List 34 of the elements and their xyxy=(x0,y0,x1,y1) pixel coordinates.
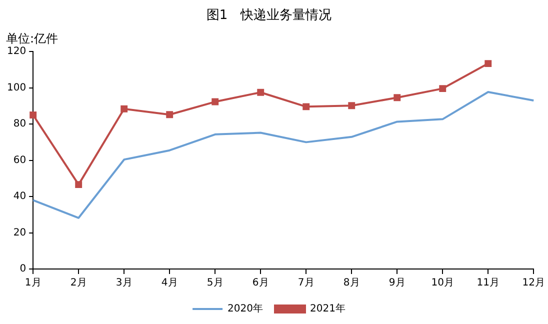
y-tick-label: 40 xyxy=(13,191,26,202)
y-tick-label: 60 xyxy=(13,154,26,166)
point xyxy=(484,60,492,68)
legend-label: 2020年 xyxy=(228,302,264,315)
y-tick-label: 120 xyxy=(6,46,26,58)
point xyxy=(302,103,310,110)
x-tick-label: 9月 xyxy=(388,278,406,289)
x-tick-label: 12月 xyxy=(522,278,546,289)
x-tick-label: 1月 xyxy=(24,278,42,289)
x-tick-label: 7月 xyxy=(298,278,314,289)
x-tick-label: 10月 xyxy=(431,278,454,289)
y-tick-label: 100 xyxy=(6,82,26,94)
point xyxy=(257,88,264,96)
x-tick-label: 3月 xyxy=(116,278,132,289)
x-tick-label: 2月 xyxy=(70,278,87,289)
legend-label: 2021年 xyxy=(310,302,346,315)
x-tick-label: 11月 xyxy=(476,278,500,289)
y-axis-title: 单位:亿件 xyxy=(6,32,58,46)
y-tick-label: 20 xyxy=(13,227,26,238)
point xyxy=(394,94,401,102)
x-tick-label: 5月 xyxy=(206,278,224,289)
y-tick-label: 80 xyxy=(13,118,26,130)
x-tick-label: 6月 xyxy=(252,278,269,289)
point xyxy=(348,102,356,110)
x-tick-label: 4月 xyxy=(161,278,178,289)
point xyxy=(120,105,128,112)
point xyxy=(30,112,37,118)
chart-title: 图1 快递业务量情况 xyxy=(206,8,332,24)
x-tick-label: 8月 xyxy=(343,278,360,289)
point xyxy=(439,85,446,92)
point xyxy=(166,111,174,118)
y-tick-label: 0 xyxy=(20,264,26,275)
point xyxy=(75,181,82,188)
point xyxy=(212,98,219,106)
